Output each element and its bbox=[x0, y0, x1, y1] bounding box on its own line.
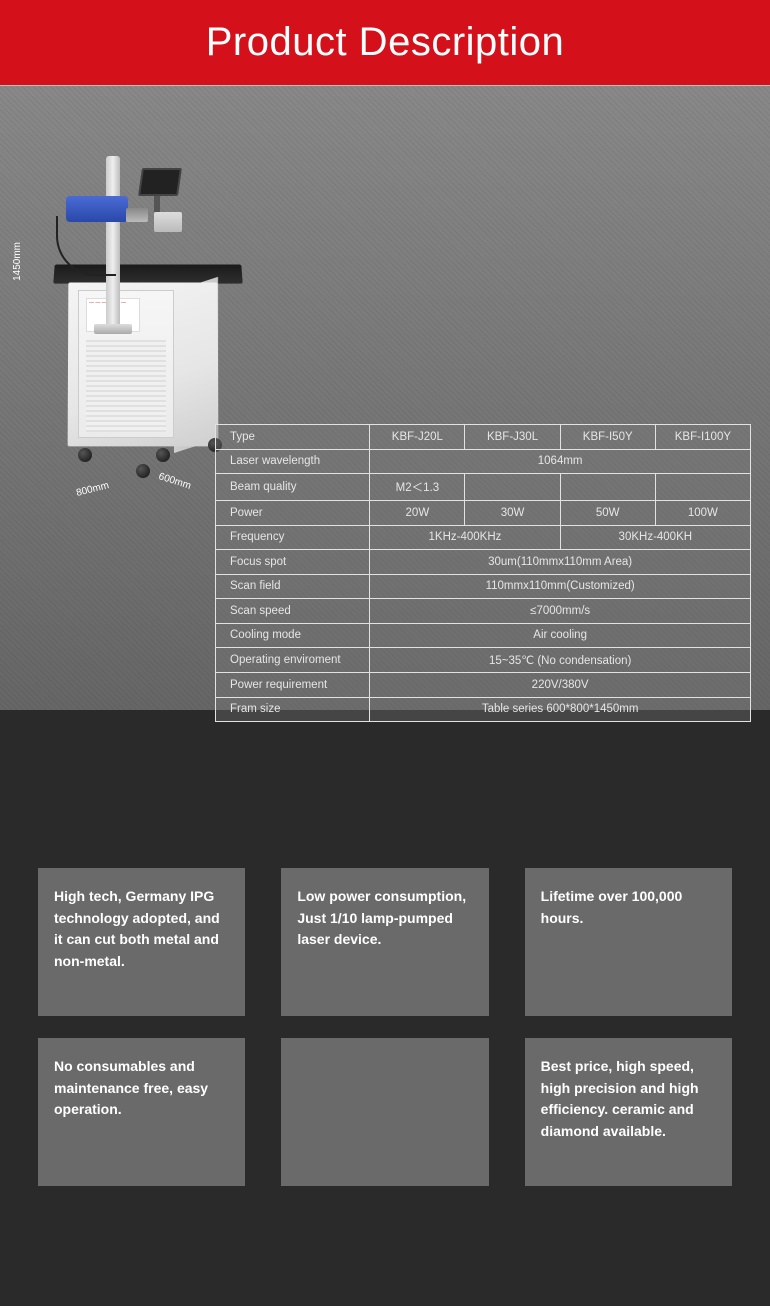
spec-row: Laser wavelength1064mm bbox=[216, 449, 751, 474]
product-illustration: 1450mm 800mm 600mm — — — — — — bbox=[18, 156, 218, 506]
dim-height: 1450mm bbox=[12, 242, 23, 281]
spec-value: KBF-J20L bbox=[370, 425, 465, 450]
spec-value: KBF-I100Y bbox=[655, 425, 750, 450]
features-section: High tech, Germany IPG technology adopte… bbox=[0, 710, 770, 1306]
feature-card: High tech, Germany IPG technology adopte… bbox=[38, 868, 245, 1016]
spec-value: 30W bbox=[465, 501, 560, 526]
spec-value: 20W bbox=[370, 501, 465, 526]
spec-label: Fram size bbox=[216, 697, 370, 722]
spec-row: Operating enviroment15~35℃ (No condensat… bbox=[216, 648, 751, 673]
spec-row: Power requirement220V/380V bbox=[216, 673, 751, 698]
spec-value: 100W bbox=[655, 501, 750, 526]
spec-row: Scan field110mmx110mm(Customized) bbox=[216, 574, 751, 599]
spec-row: Beam qualityM2＜1.3 bbox=[216, 474, 751, 501]
spec-label: Power requirement bbox=[216, 673, 370, 698]
spec-value: M2＜1.3 bbox=[370, 474, 465, 501]
spec-value: Table series 600*800*1450mm bbox=[370, 697, 751, 722]
page-title: Product Description bbox=[206, 20, 565, 65]
feature-card: Lifetime over 100,000 hours. bbox=[525, 868, 732, 1016]
spec-value bbox=[655, 474, 750, 501]
spec-label: Scan field bbox=[216, 574, 370, 599]
spec-row: Power20W30W50W100W bbox=[216, 501, 751, 526]
feature-card: Best price, high speed, high precision a… bbox=[525, 1038, 732, 1186]
spec-label: Beam quality bbox=[216, 474, 370, 501]
spec-label: Scan speed bbox=[216, 599, 370, 624]
spec-row: Frequency1KHz-400KHz30KHz-400KH bbox=[216, 525, 751, 550]
feature-card: Low power consump­tion, Just 1/10 lamp-p… bbox=[281, 868, 488, 1016]
spec-value: KBF-I50Y bbox=[560, 425, 655, 450]
product-section: 1450mm 800mm 600mm — — — — — — TypeKBF-J… bbox=[0, 85, 770, 710]
spec-row: Scan speed≤7000mm/s bbox=[216, 599, 751, 624]
spec-value bbox=[560, 474, 655, 501]
spec-value bbox=[465, 474, 560, 501]
spec-label: Frequency bbox=[216, 525, 370, 550]
feature-cards: High tech, Germany IPG technology adopte… bbox=[38, 868, 732, 1186]
header-band: Product Description bbox=[0, 0, 770, 85]
spec-value: Air cooling bbox=[370, 623, 751, 648]
spec-value: 50W bbox=[560, 501, 655, 526]
spec-label: Power bbox=[216, 501, 370, 526]
spec-label: Laser wavelength bbox=[216, 449, 370, 474]
spec-label: Type bbox=[216, 425, 370, 450]
spec-label: Operating enviroment bbox=[216, 648, 370, 673]
spec-value: 220V/380V bbox=[370, 673, 751, 698]
feature-card bbox=[281, 1038, 488, 1186]
spec-value: 30KHz-400KH bbox=[560, 525, 750, 550]
spec-value: KBF-J30L bbox=[465, 425, 560, 450]
feature-card: No consumables and maintenance free, eas… bbox=[38, 1038, 245, 1186]
spec-value: ≤7000mm/s bbox=[370, 599, 751, 624]
spec-row: Cooling modeAir cooling bbox=[216, 623, 751, 648]
spec-row: Focus spot30um(110mmx110mm Area) bbox=[216, 550, 751, 575]
spec-table: TypeKBF-J20LKBF-J30LKBF-I50YKBF-I100YLas… bbox=[215, 424, 751, 722]
spec-row: Fram sizeTable series 600*800*1450mm bbox=[216, 697, 751, 722]
spec-value: 30um(110mmx110mm Area) bbox=[370, 550, 751, 575]
spec-label: Focus spot bbox=[216, 550, 370, 575]
spec-row: TypeKBF-J20LKBF-J30LKBF-I50YKBF-I100Y bbox=[216, 425, 751, 450]
spec-label: Cooling mode bbox=[216, 623, 370, 648]
spec-value: 15~35℃ (No condensation) bbox=[370, 648, 751, 673]
spec-value: 110mmx110mm(Customized) bbox=[370, 574, 751, 599]
spec-value: 1064mm bbox=[370, 449, 751, 474]
spec-value: 1KHz-400KHz bbox=[370, 525, 560, 550]
machine-graphic: — — — — — — bbox=[36, 156, 236, 486]
